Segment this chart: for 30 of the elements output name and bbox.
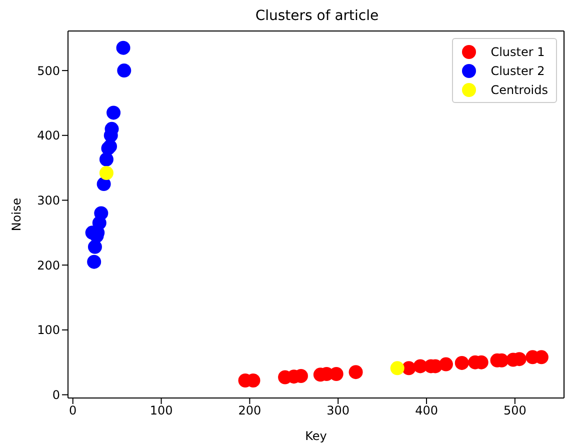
y-axis-title: Noise [9, 198, 24, 232]
y-tick-label: 500 [37, 64, 60, 78]
x-tick-label: 100 [150, 404, 173, 418]
point [438, 357, 453, 372]
y-tick-label: 400 [37, 128, 60, 143]
point [87, 254, 102, 269]
chart-title: Clusters of article [254, 8, 380, 24]
x-tick-label: 300 [326, 404, 350, 418]
x-tick-label: 0 [69, 404, 77, 418]
x-tick-label: 500 [503, 404, 526, 418]
x-tick-label: 200 [238, 404, 262, 418]
legend-label: Cluster 1 [490, 44, 545, 58]
y-tick-label: 0 [52, 388, 60, 402]
point [116, 40, 130, 55]
point [99, 166, 114, 180]
point [96, 177, 111, 192]
point [390, 361, 404, 376]
legend-label: Cluster 2 [490, 64, 545, 78]
legend-label: Centroids [490, 82, 548, 96]
point [348, 365, 363, 380]
point [94, 206, 108, 220]
point [106, 106, 121, 120]
x-axis-title: Key [305, 429, 327, 443]
x-tick-label: 400 [415, 404, 438, 418]
point [454, 356, 469, 370]
point [88, 240, 102, 254]
y-tick-label: 100 [37, 323, 60, 338]
y-tick-label: 200 [37, 258, 60, 272]
point [117, 64, 132, 78]
y-tick-label: 300 [37, 193, 60, 208]
